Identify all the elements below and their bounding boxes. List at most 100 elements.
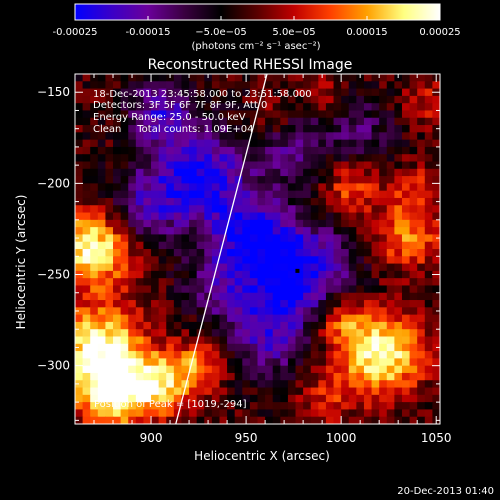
heatmap-cell (303, 146, 312, 155)
heatmap-cell (204, 241, 213, 250)
heatmap-cell (272, 74, 281, 82)
heatmap-cell (394, 351, 403, 359)
heatmap-cell (143, 314, 152, 323)
heatmap-cell (371, 176, 380, 184)
heatmap-cell (394, 263, 403, 272)
heatmap-cell (173, 358, 183, 367)
heatmap-cell (113, 329, 122, 338)
heatmap-cell (166, 380, 175, 389)
heatmap-cell (227, 387, 236, 396)
heatmap-cell (234, 197, 243, 206)
heatmap-cell (166, 263, 175, 272)
heatmap-cell (234, 249, 243, 257)
heatmap-cell (363, 241, 373, 250)
heatmap-cell (196, 125, 205, 133)
heatmap-cell (394, 219, 403, 228)
heatmap-cell (318, 219, 327, 228)
heatmap-cell (158, 117, 167, 126)
heatmap-cell (120, 183, 129, 192)
heatmap-cell (120, 154, 129, 163)
heatmap-cell (97, 110, 107, 119)
heatmap-cell (386, 168, 395, 177)
heatmap-cell (143, 365, 152, 374)
heatmap-cell (310, 205, 319, 214)
heatmap-cell (219, 205, 228, 214)
heatmap-cell (158, 161, 167, 170)
heatmap-cell (341, 103, 350, 112)
heatmap-cell (310, 197, 319, 206)
heatmap-cell (120, 278, 129, 287)
heatmap-cell (128, 190, 137, 199)
heatmap-cell (97, 394, 107, 403)
heatmap-cell (333, 365, 342, 374)
heatmap-cell (272, 409, 281, 418)
heatmap-cell (303, 183, 312, 192)
heatmap-cell (379, 74, 388, 82)
heatmap-cell (333, 183, 342, 192)
heatmap-cell (242, 103, 251, 112)
heatmap-cell (151, 176, 160, 184)
heatmap-cell (265, 168, 274, 177)
heatmap-cell (371, 146, 380, 155)
heatmap-cell (310, 278, 319, 287)
heatmap-cell (82, 190, 91, 199)
heatmap-cell (363, 416, 373, 424)
heatmap-cell (386, 409, 395, 418)
heatmap-cell (75, 183, 84, 192)
heatmap-cell (135, 205, 145, 214)
heatmap-cell (424, 292, 433, 301)
heatmap-cell (348, 336, 357, 345)
heatmap-cell (105, 88, 114, 97)
heatmap-cell (310, 110, 319, 119)
heatmap-cell (173, 314, 183, 323)
heatmap-cell (181, 161, 190, 170)
heatmap-cell (120, 146, 129, 155)
heatmap-cell (120, 409, 129, 418)
heatmap-cell (204, 132, 213, 141)
heatmap-cell (371, 336, 380, 345)
heatmap-cell (371, 387, 380, 396)
heatmap-cell (348, 358, 357, 367)
heatmap-cell (356, 234, 365, 243)
heatmap-cell (310, 285, 319, 294)
heatmap-cell (227, 416, 236, 424)
heatmap-cell (409, 154, 418, 163)
heatmap-cell (181, 263, 190, 272)
heatmap-cell (128, 212, 137, 221)
heatmap-cell (272, 300, 281, 308)
heatmap-cell (287, 351, 297, 359)
heatmap-cell (287, 81, 297, 90)
heatmap-cell (219, 190, 228, 199)
heatmap-cell (280, 132, 289, 141)
heatmap-cell (295, 278, 304, 287)
heatmap-cell (333, 351, 342, 359)
heatmap-cell (249, 227, 259, 236)
heatmap-cell (181, 234, 190, 243)
heatmap-cell (257, 168, 266, 177)
heatmap-cell (325, 234, 335, 243)
heatmap-cell (151, 394, 160, 403)
heatmap-cell (310, 263, 319, 272)
heatmap-cell (75, 205, 84, 214)
heatmap-cell (318, 292, 327, 301)
heatmap-cell (249, 132, 259, 141)
heatmap-cell (333, 343, 342, 352)
heatmap-cell (173, 241, 183, 250)
heatmap-cell (348, 256, 357, 265)
heatmap-cell (409, 249, 418, 257)
heatmap-cell (113, 219, 122, 228)
heatmap-cell (280, 81, 289, 90)
heatmap-cell (181, 227, 190, 236)
heatmap-cell (417, 197, 426, 206)
heatmap-cell (249, 176, 259, 184)
heatmap-cell (196, 270, 205, 279)
heatmap-cell (82, 139, 91, 148)
heatmap-cell (379, 227, 388, 236)
heatmap-cell (363, 234, 373, 243)
heatmap-cell (333, 387, 342, 396)
heatmap-cell (424, 365, 433, 374)
heatmap-cell (173, 139, 183, 148)
heatmap-cell (234, 212, 243, 221)
heatmap-cell (417, 256, 426, 265)
heatmap-cell (272, 241, 281, 250)
